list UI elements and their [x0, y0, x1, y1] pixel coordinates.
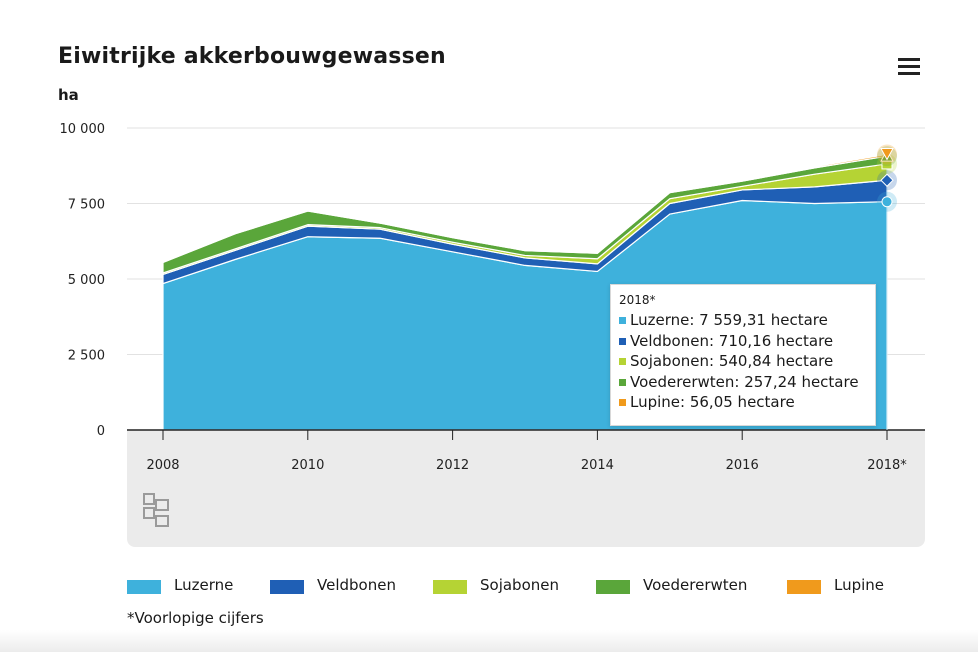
- legend-swatch-luzerne: [127, 580, 161, 594]
- legend-swatch-sojabonen: [433, 580, 467, 594]
- hamburger-menu-icon[interactable]: [898, 58, 920, 78]
- tooltip-row-veldbonen: Veldbonen: 710,16 hectare: [619, 331, 867, 352]
- x-axis-panel: [127, 430, 925, 547]
- tooltip-row-voedererwten: Voedererwten: 257,24 hectare: [619, 372, 867, 393]
- tooltip-row-lupine: Lupine: 56,05 hectare: [619, 392, 867, 413]
- legend-label-sojabonen: Sojabonen: [480, 576, 559, 594]
- legend-label-luzerne: Luzerne: [174, 576, 234, 594]
- stacked-area-chart: 0 2 500 5 000 7 500 10 000 2008 2010 2012 2014 20…: [60, 122, 925, 473]
- tooltip-row-luzerne: Luzerne: 7 559,31 hectare: [619, 310, 867, 331]
- y-tick-label: 2 500: [68, 349, 105, 364]
- chart-title: Eiwitrijke akkerbouwgewassen: [58, 44, 446, 69]
- legend-swatch-voedererwten: [596, 580, 630, 594]
- hover-marker-lupine: [880, 147, 894, 161]
- legend-label-veldbonen: Veldbonen: [317, 576, 396, 594]
- tooltip-dot-voedererwten: [619, 378, 626, 386]
- tooltip-dot-sojabonen: [619, 358, 626, 365]
- tooltip-dot-lupine: [619, 399, 626, 406]
- y-tick-label: 0: [97, 424, 105, 439]
- tooltip-text-lupine: Lupine: 56,05 hectare: [630, 393, 795, 411]
- tooltip-row-sojabonen: Sojabonen: 540,84 hectare: [619, 351, 867, 372]
- y-axis-unit-label: ha: [58, 86, 79, 104]
- tooltip-text-voedererwten: Voedererwten: 257,24 hectare: [630, 372, 859, 391]
- tooltip-text-sojabonen: Sojabonen: 540,84 hectare: [630, 352, 834, 370]
- legend-swatch-lupine: [787, 580, 821, 594]
- tooltip-dot-luzerne: [619, 317, 626, 324]
- tooltip-dot-veldbonen: [619, 337, 626, 345]
- x-tick-label: 2012: [436, 458, 469, 473]
- y-tick-label: 5 000: [68, 273, 105, 288]
- footnote: *Voorlopige cijfers: [127, 609, 264, 627]
- x-tick-label: 2008: [146, 458, 179, 473]
- legend-swatch-veldbonen: [270, 580, 304, 594]
- legend-label-voedererwten: Voedererwten: [643, 576, 748, 594]
- tooltip-text-veldbonen: Veldbonen: 710,16 hectare: [630, 331, 834, 350]
- legend: Luzerne Veldbonen Sojabonen Voedererwten…: [127, 574, 927, 598]
- bottom-fade: [0, 630, 978, 652]
- hover-marker-luzerne: [881, 196, 893, 208]
- y-tick-label: 10 000: [60, 122, 106, 137]
- x-tick-label: 2016: [726, 458, 759, 473]
- tooltip: 2018* Luzerne: 7 559,31 hectare Veldbone…: [610, 284, 876, 426]
- x-tick-label: 2010: [291, 458, 324, 473]
- legend-label-lupine: Lupine: [834, 576, 885, 594]
- x-tick-label: 2018*: [867, 458, 907, 473]
- cbs-logo-icon[interactable]: [142, 492, 170, 530]
- tooltip-text-luzerne: Luzerne: 7 559,31 hectare: [630, 311, 828, 329]
- y-tick-label: 7 500: [68, 198, 105, 213]
- hover-marker-veldbonen: [880, 173, 894, 187]
- tooltip-header: 2018*: [619, 293, 656, 307]
- x-tick-label: 2014: [581, 458, 614, 473]
